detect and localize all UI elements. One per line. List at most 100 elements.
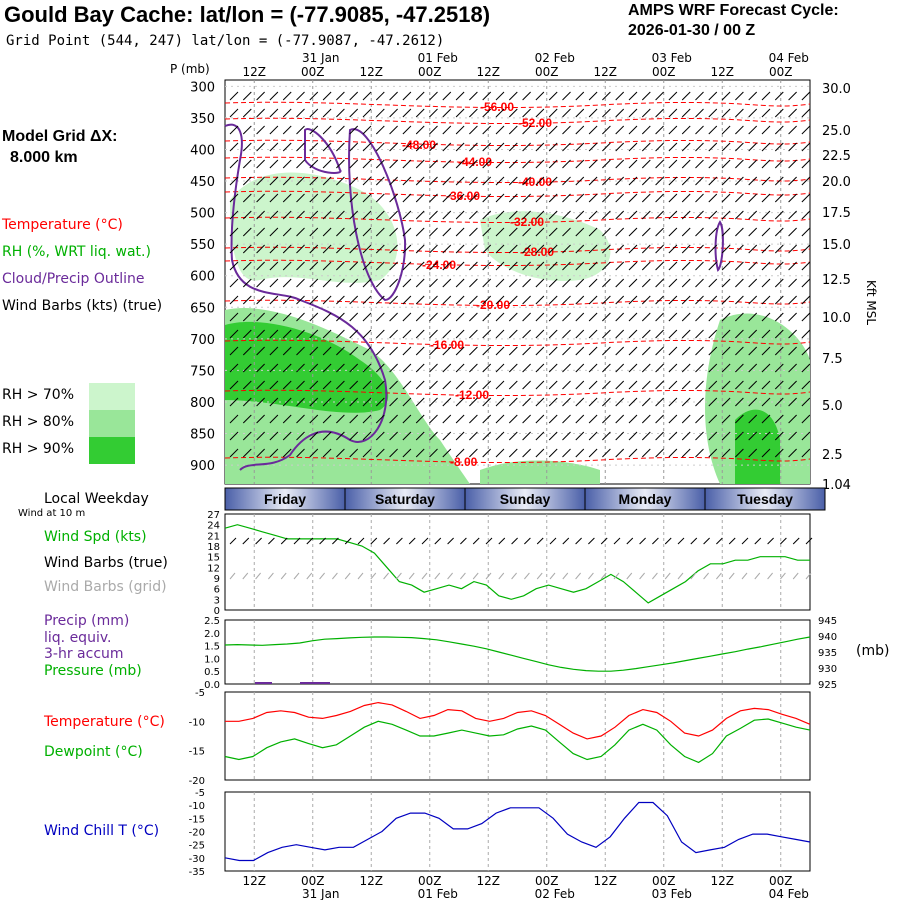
- wind-barb: [455, 108, 465, 118]
- wind-barb: [389, 414, 398, 424]
- wind-barb: [801, 329, 811, 339]
- wind-barb: [322, 159, 332, 169]
- surface-wind-barb: [472, 537, 480, 545]
- wind-barb: [681, 159, 691, 169]
- grid-wind-barb: [728, 572, 735, 580]
- wind-barb: [309, 448, 319, 458]
- wind-barb: [282, 108, 292, 118]
- wind-barb: [229, 125, 239, 135]
- surface-wind-barb: [293, 537, 301, 545]
- wind-barb: [402, 142, 412, 152]
- wind-barb: [349, 125, 359, 135]
- wind-barb: [748, 448, 758, 458]
- wind-barb: [535, 261, 545, 271]
- wind-barb: [309, 431, 319, 441]
- wind-barb: [588, 312, 598, 322]
- wind-barb: [282, 176, 292, 186]
- temperature-contour-label: -32.00: [510, 215, 544, 229]
- wind-barb: [349, 329, 359, 339]
- pressure-tick-label: 935: [818, 648, 837, 659]
- wind-barb: [602, 193, 611, 203]
- wind-barb: [229, 346, 239, 356]
- wind-barb: [362, 108, 372, 118]
- wind-barb: [641, 193, 651, 203]
- wind-barb: [508, 295, 518, 305]
- wind-barb: [256, 448, 265, 458]
- wind-barb: [562, 312, 571, 322]
- bottom-date-label: 31 Jan: [302, 887, 340, 900]
- wind-barb: [242, 380, 252, 390]
- legend-wind10: Wind at 10 m: [18, 508, 86, 519]
- wind-barb: [508, 159, 518, 169]
- wind-barb: [322, 142, 332, 152]
- wind-barb: [548, 159, 558, 169]
- wind-barb: [322, 91, 332, 101]
- wind-barb: [282, 261, 292, 271]
- wind-barb: [522, 261, 531, 271]
- wind-barb: [641, 176, 651, 186]
- wind-barb: [309, 363, 319, 373]
- wind-barb: [442, 125, 452, 135]
- wind-barb: [362, 448, 372, 458]
- wind-barb: [695, 431, 704, 441]
- wind-barb: [402, 397, 412, 407]
- wind-barb: [548, 193, 558, 203]
- surface-wind-barb: [319, 537, 326, 545]
- wind-barb: [242, 397, 252, 407]
- wind-barb: [788, 414, 797, 424]
- wind-barb: [495, 210, 505, 220]
- grid-wind-barb: [344, 572, 351, 580]
- surface-wind-barb: [524, 537, 531, 545]
- wind-barb: [628, 227, 638, 237]
- wind-barb: [615, 261, 625, 271]
- temperature-contour-label: -8.00: [450, 455, 478, 469]
- rh80-swatch: [89, 410, 135, 437]
- wind-barb: [349, 414, 359, 424]
- wind-barb: [296, 380, 305, 390]
- wind-barb: [801, 278, 811, 288]
- wind-barb: [748, 363, 758, 373]
- grid-wind-barb: [357, 572, 364, 580]
- wind-barb: [296, 125, 305, 135]
- wind-barb: [774, 397, 784, 407]
- wind-barb: [562, 159, 571, 169]
- surface-wind-barb: [498, 537, 506, 545]
- grid-wind-barb: [703, 572, 709, 580]
- wind-barb: [761, 227, 771, 237]
- wind-barb: [655, 380, 664, 390]
- wind-barb: [282, 278, 292, 288]
- grid-wind-barb: [472, 572, 479, 580]
- wind-barb: [429, 278, 438, 288]
- wind-barb: [508, 244, 518, 254]
- grid-wind-barb: [588, 572, 594, 580]
- wind-barb: [668, 397, 678, 407]
- temperature-contour-label: -16.00: [430, 338, 464, 352]
- wind-barb: [322, 244, 332, 254]
- temperature-tick-label: -15: [189, 747, 205, 758]
- wind-barb: [788, 261, 797, 271]
- wind-barb: [668, 227, 678, 237]
- wind-barb: [242, 159, 252, 169]
- wind-barb: [535, 142, 545, 152]
- wind-barb: [668, 380, 678, 390]
- precip-tick-label: 2.0: [204, 629, 220, 640]
- grid-wind-barb: [741, 572, 748, 580]
- wind-barb: [389, 346, 398, 356]
- wind-tick-label: 15: [207, 553, 220, 564]
- wind-barb: [748, 210, 758, 220]
- wind-barb: [256, 346, 265, 356]
- wind-barb: [375, 329, 385, 339]
- grid-wind-barb: [639, 572, 645, 580]
- wind-barb: [748, 159, 758, 169]
- wind-barb: [402, 227, 412, 237]
- top-date-label: 01 Feb: [418, 51, 458, 65]
- wind-barb: [375, 278, 385, 288]
- wind-barb: [548, 125, 558, 135]
- wind-barb: [774, 125, 784, 135]
- wind-barb: [788, 380, 797, 390]
- wind-barb: [588, 142, 598, 152]
- grid-wind-barb: [549, 572, 556, 580]
- wind-barb: [655, 108, 664, 118]
- wind-barb: [389, 278, 398, 288]
- wind-barb: [469, 193, 478, 203]
